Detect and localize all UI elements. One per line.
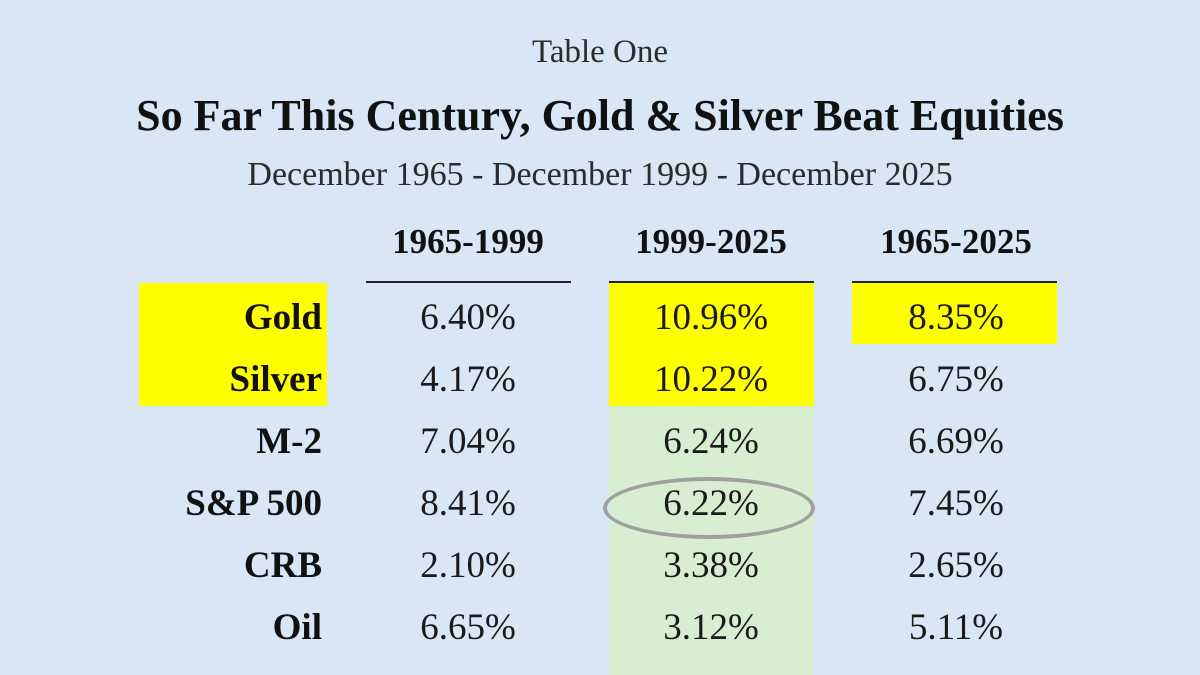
cell-m2-1965-1999: 7.04%	[420, 421, 516, 462]
highlight-1999-2025-gold-silver	[609, 283, 814, 406]
cell-oil-1965-2025: 5.11%	[908, 607, 1004, 648]
column-rule-1965-2025	[852, 281, 1057, 283]
column-rule-1999-2025	[609, 281, 814, 283]
row-label-silver: Silver	[229, 359, 322, 400]
column-rule-1965-1999	[366, 281, 571, 283]
cell-oil-1965-1999: 6.65%	[420, 607, 516, 648]
cell-silver-1965-1999: 4.17%	[420, 359, 516, 400]
cell-silver-1965-2025: 6.75%	[908, 359, 1004, 400]
row-label-oil: Oil	[272, 607, 322, 648]
cell-crb-1965-2025: 2.65%	[908, 545, 1004, 586]
cell-m2-1965-2025: 6.69%	[908, 421, 1004, 462]
cell-gold-1965-2025: 8.35%	[908, 297, 1004, 338]
row-label-gold: Gold	[243, 297, 322, 338]
highlight-1965-2025-gold	[852, 283, 1057, 344]
column-header-1965-2025: 1965-2025	[880, 222, 1032, 261]
row-label-sp500: S&P 500	[185, 483, 322, 524]
cell-crb-1965-1999: 2.10%	[420, 545, 516, 586]
cell-oil-1999-2025: 3.12%	[663, 607, 759, 648]
table-subtitle: December 1965 - December 1999 - December…	[247, 156, 953, 193]
highlight-1999-2025-column	[609, 406, 814, 675]
column-header-1965-1999: 1965-1999	[392, 222, 544, 261]
sp500-circle-annotation	[603, 477, 815, 539]
cell-crb-1999-2025: 3.38%	[663, 545, 759, 586]
cell-sp500-1965-1999: 8.41%	[420, 483, 516, 524]
table-title: So Far This Century, Gold & Silver Beat …	[136, 91, 1064, 140]
cell-sp500-1965-2025: 7.45%	[908, 483, 1004, 524]
column-header-1999-2025: 1999-2025	[635, 222, 787, 261]
cell-gold-1999-2025: 10.96%	[653, 297, 769, 338]
highlight-gold-silver-labels	[139, 283, 327, 406]
row-label-crb: CRB	[243, 545, 322, 586]
cell-silver-1999-2025: 10.22%	[653, 359, 769, 400]
table-label: Table One	[531, 34, 669, 70]
cell-gold-1965-1999: 6.40%	[420, 297, 516, 338]
cell-m2-1999-2025: 6.24%	[663, 421, 759, 462]
row-label-m2: M-2	[256, 421, 322, 462]
